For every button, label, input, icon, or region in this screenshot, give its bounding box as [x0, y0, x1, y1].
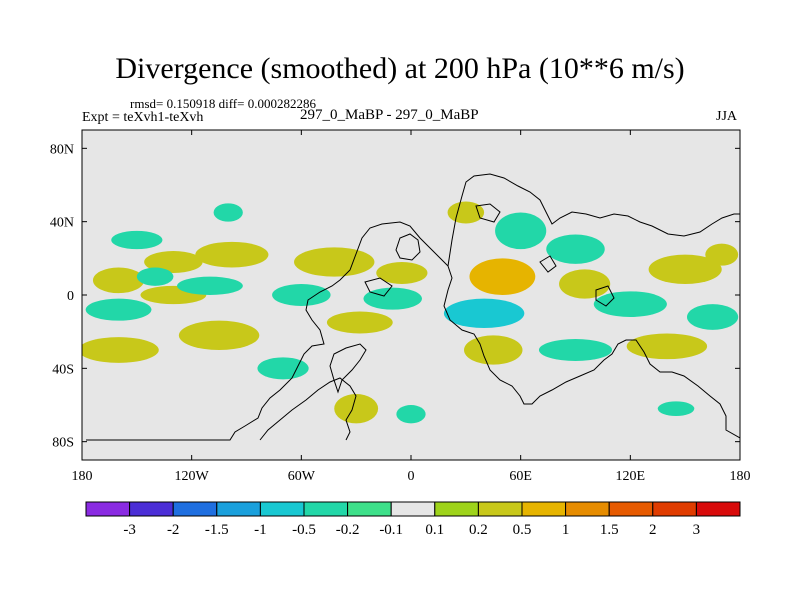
colorbar-swatch — [390, 501, 436, 517]
field-contour-2 — [195, 241, 269, 268]
field-contour-28 — [213, 203, 243, 222]
field-contour-12 — [464, 335, 523, 365]
colorbar-label: -1 — [254, 522, 267, 538]
field-contour-14 — [705, 243, 739, 266]
colorbar-swatch — [85, 501, 131, 517]
field-contour-1 — [144, 251, 203, 273]
colorbar-swatch — [172, 501, 218, 517]
colorbar-label: 1 — [562, 522, 570, 538]
colorbar-label: -0.2 — [336, 522, 360, 538]
coastlines — [86, 173, 740, 441]
stats-label: rmsd= 0.150918 diff= 0.000282286 — [130, 96, 316, 111]
colorbar-label: -3 — [123, 522, 136, 538]
colorbar-label: 0.2 — [469, 522, 488, 538]
x-tick-label: 180 — [72, 469, 93, 484]
x-tick-label: 60E — [509, 469, 532, 484]
colorbar-swatch — [521, 501, 567, 517]
field-contour-24 — [593, 291, 667, 317]
field-contour-30 — [495, 212, 547, 250]
colorbar-swatch — [434, 501, 479, 517]
colorbar-label: 3 — [693, 522, 701, 538]
field-contour-23 — [546, 234, 605, 264]
colorbar-swatch — [477, 501, 523, 517]
x-tick-label: 0 — [408, 469, 415, 484]
colorbar-swatch — [652, 501, 697, 517]
colorbar-swatch — [347, 501, 392, 517]
colorbar-swatch — [608, 501, 654, 517]
field-contour-10 — [178, 320, 260, 351]
field-contour-19 — [177, 276, 243, 296]
field-contour-17 — [85, 298, 152, 321]
colorbar-label: 0.1 — [425, 522, 444, 538]
colorbar-swatch — [129, 501, 174, 517]
colorbar-swatch — [565, 501, 610, 517]
field-contour-3 — [294, 247, 375, 277]
field-contour-32 — [657, 401, 695, 416]
field-contour-26 — [538, 339, 613, 361]
field-contour-27 — [111, 230, 163, 250]
colorbar-label: -0.5 — [292, 522, 316, 538]
y-tick-label: 80N — [50, 142, 74, 157]
season-label: JJA — [716, 109, 738, 124]
field-contour-7 — [648, 254, 722, 284]
colorbar-label: -2 — [167, 522, 180, 538]
field-contour-29 — [257, 357, 309, 380]
x-axis: 180 120W 60W 0 60E 120E 180 — [72, 130, 751, 484]
chart-title: Divergence (smoothed) at 200 hPa (10**6 … — [115, 52, 685, 85]
field-contour-4 — [376, 262, 428, 284]
field-contour-16 — [447, 201, 485, 224]
x-tick-label: 60W — [288, 469, 316, 484]
field-contour-15 — [334, 394, 379, 424]
colorbar-swatch — [303, 501, 349, 517]
y-tick-label: 40N — [50, 216, 74, 231]
field-contour-18 — [136, 267, 174, 286]
field-contour-9 — [82, 337, 159, 363]
field-contour-21 — [363, 287, 422, 310]
field-contour-5 — [469, 258, 536, 295]
x-tick-label: 180 — [730, 469, 751, 484]
field-contour-20 — [272, 284, 331, 306]
colorbar-label: 0.5 — [513, 522, 532, 538]
field-contour-25 — [686, 304, 739, 330]
field-contour-11 — [326, 311, 393, 334]
colorbar: -3 -2 -1.5 -1 -0.5 -0.2 -0.1 0.1 0.2 0.5 1 1.5 2 3 — [85, 501, 741, 538]
experiment-label: Expt = teXvh1-teXvh — [82, 110, 204, 125]
colorbar-label: -1.5 — [205, 522, 229, 538]
field-contour-31 — [396, 405, 426, 424]
field-contour-13 — [626, 333, 708, 360]
colorbar-label: -0.1 — [379, 522, 403, 538]
runs-label: 297_0_MaBP - 297_0_MaBP — [300, 107, 479, 123]
divergence-field — [82, 201, 739, 424]
x-tick-label: 120W — [175, 469, 210, 484]
colorbar-swatch — [216, 501, 261, 517]
colorbar-swatch — [695, 501, 741, 517]
x-tick-label: 120E — [616, 469, 646, 484]
colorbar-swatch — [259, 501, 305, 517]
y-tick-label: 0 — [67, 289, 74, 304]
colorbar-label: 1.5 — [600, 522, 619, 538]
y-axis: 80N 40N 0 40S 80S — [50, 142, 740, 451]
y-tick-label: 80S — [52, 436, 74, 451]
y-tick-label: 40S — [52, 362, 74, 377]
colorbar-label: 2 — [649, 522, 657, 538]
field-contour-0 — [92, 267, 145, 294]
field-contour-22 — [443, 298, 525, 329]
field-contour-6 — [559, 269, 611, 299]
